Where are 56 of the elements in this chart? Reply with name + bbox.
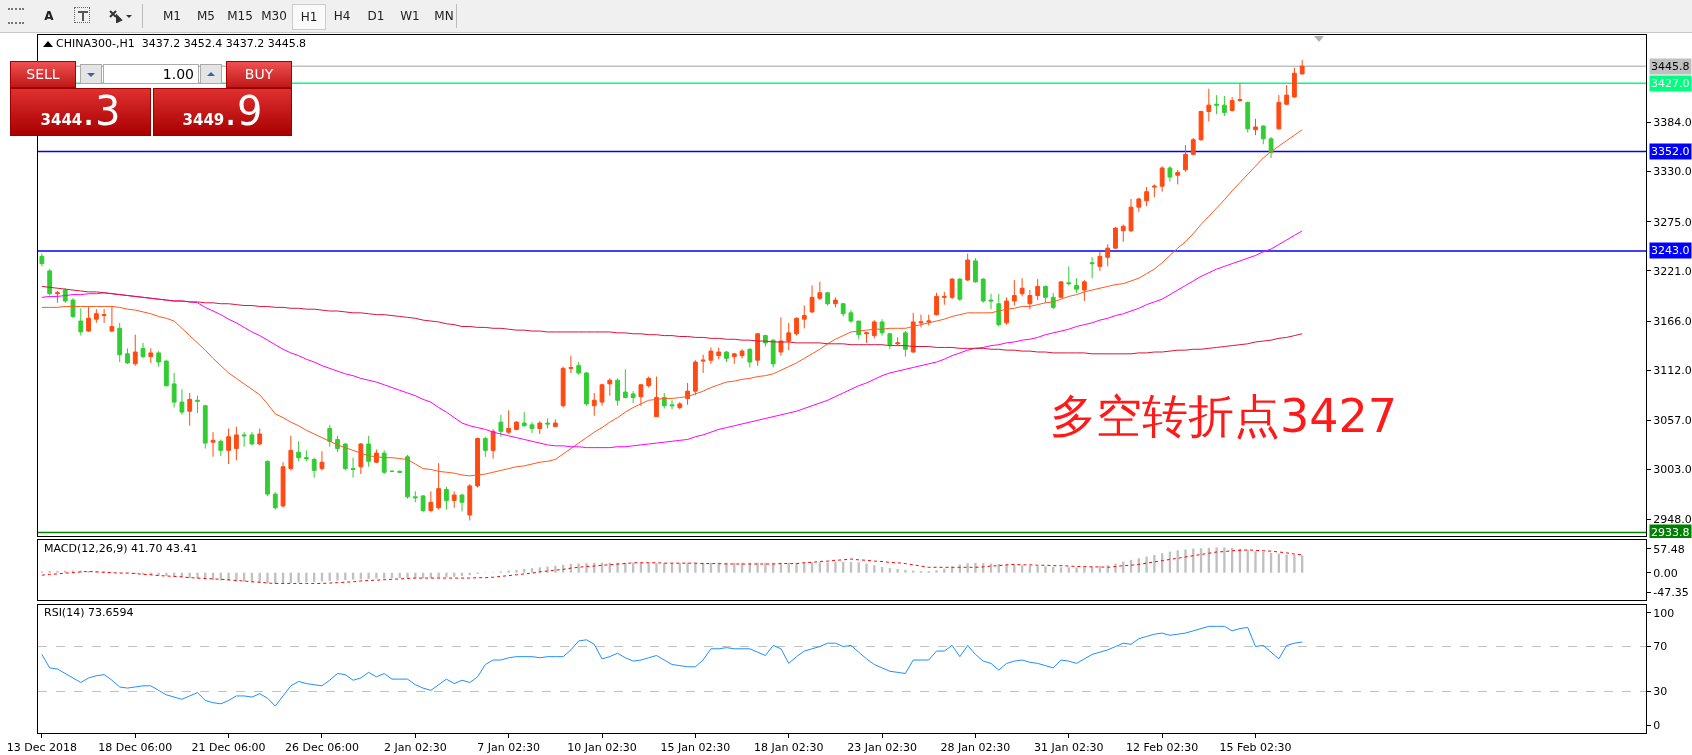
y-tick-label: -47.35 <box>1653 586 1689 600</box>
y-tick-label: 70 <box>1653 640 1668 654</box>
price-box: 3449.9 <box>153 88 292 136</box>
x-tick-label: 10 Jan 02:30 <box>567 741 637 755</box>
y-tick-label: 30 <box>1653 685 1668 699</box>
text: H1 <box>292 4 326 30</box>
x-tick-label: 13 Dec 2018 <box>6 741 78 755</box>
sell-button: SELL <box>10 61 76 88</box>
y-tick-label: 3221.0 <box>1653 264 1692 278</box>
chart-title: RSI(14) 73.6594 <box>44 605 134 619</box>
y-tick-label: 2948.0 <box>1653 513 1692 527</box>
y-tick-label: 3330.0 <box>1653 165 1692 179</box>
text: A <box>43 8 55 25</box>
price-box: 3444.3 <box>10 88 151 136</box>
x-tick-label: 18 Jan 02:30 <box>753 741 824 755</box>
chart-title: MACD(12,26,9) 41.70 43.41 <box>44 541 198 555</box>
ref-line-label: 3352.0 <box>1651 145 1690 158</box>
x-tick-label: 23 Jan 02:30 <box>847 741 917 755</box>
y-tick-label: 100 <box>1653 606 1675 620</box>
ref-line-label: 3445.8 <box>1651 60 1690 73</box>
ref-line-label: 3427.0 <box>1651 77 1690 90</box>
text: D1 <box>366 8 386 25</box>
x-tick-label: 2 Jan 02:30 <box>383 741 447 755</box>
y-tick-label: 3275.0 <box>1653 215 1692 229</box>
y-tick-label: 0.00 <box>1653 566 1678 580</box>
chart-title: CHINA300-,H1 3437.2 3452.4 3437.2 3445.8 <box>56 36 307 50</box>
text: M15 <box>226 8 254 25</box>
text: M30 <box>260 8 288 25</box>
ref-line-label: 2933.8 <box>1651 526 1690 539</box>
text: M5 <box>196 8 216 25</box>
y-tick-label: 0 <box>1653 718 1661 732</box>
annotation: 3444.3 <box>40 88 121 134</box>
annotation: 3449.9 <box>182 88 263 134</box>
x-tick-label: 18 Dec 06:00 <box>98 741 173 755</box>
annotation: 多空转折点3427 <box>1050 389 1398 443</box>
x-tick-label: 28 Jan 02:30 <box>940 741 1011 755</box>
y-tick-label: 3057.0 <box>1653 414 1692 428</box>
text: MN <box>433 8 455 25</box>
text: W1 <box>399 8 421 25</box>
x-tick-label: 21 Dec 06:00 <box>191 741 266 755</box>
x-tick-label: 12 Feb 02:30 <box>1126 741 1199 755</box>
y-tick-label: 3112.0 <box>1653 364 1692 378</box>
y-tick-label: 3166.0 <box>1653 314 1692 328</box>
y-tick-label: 57.48 <box>1653 542 1685 556</box>
buy-button: BUY <box>226 61 292 88</box>
x-tick-label: 31 Jan 02:30 <box>1033 741 1104 755</box>
text: H4 <box>332 8 352 25</box>
x-tick-label: 7 Jan 02:30 <box>477 741 540 755</box>
x-tick-label: 15 Jan 02:30 <box>660 741 731 755</box>
x-tick-label: 15 Feb 02:30 <box>1219 741 1292 755</box>
x-tick-label: 26 Dec 06:00 <box>284 741 359 755</box>
y-tick-label: 3003.0 <box>1653 463 1692 477</box>
text: M1 <box>162 8 182 25</box>
ref-line-label: 3243.0 <box>1651 244 1690 257</box>
y-tick-label: 3384.0 <box>1653 116 1692 130</box>
quantity-field: 1.00 <box>103 64 199 84</box>
